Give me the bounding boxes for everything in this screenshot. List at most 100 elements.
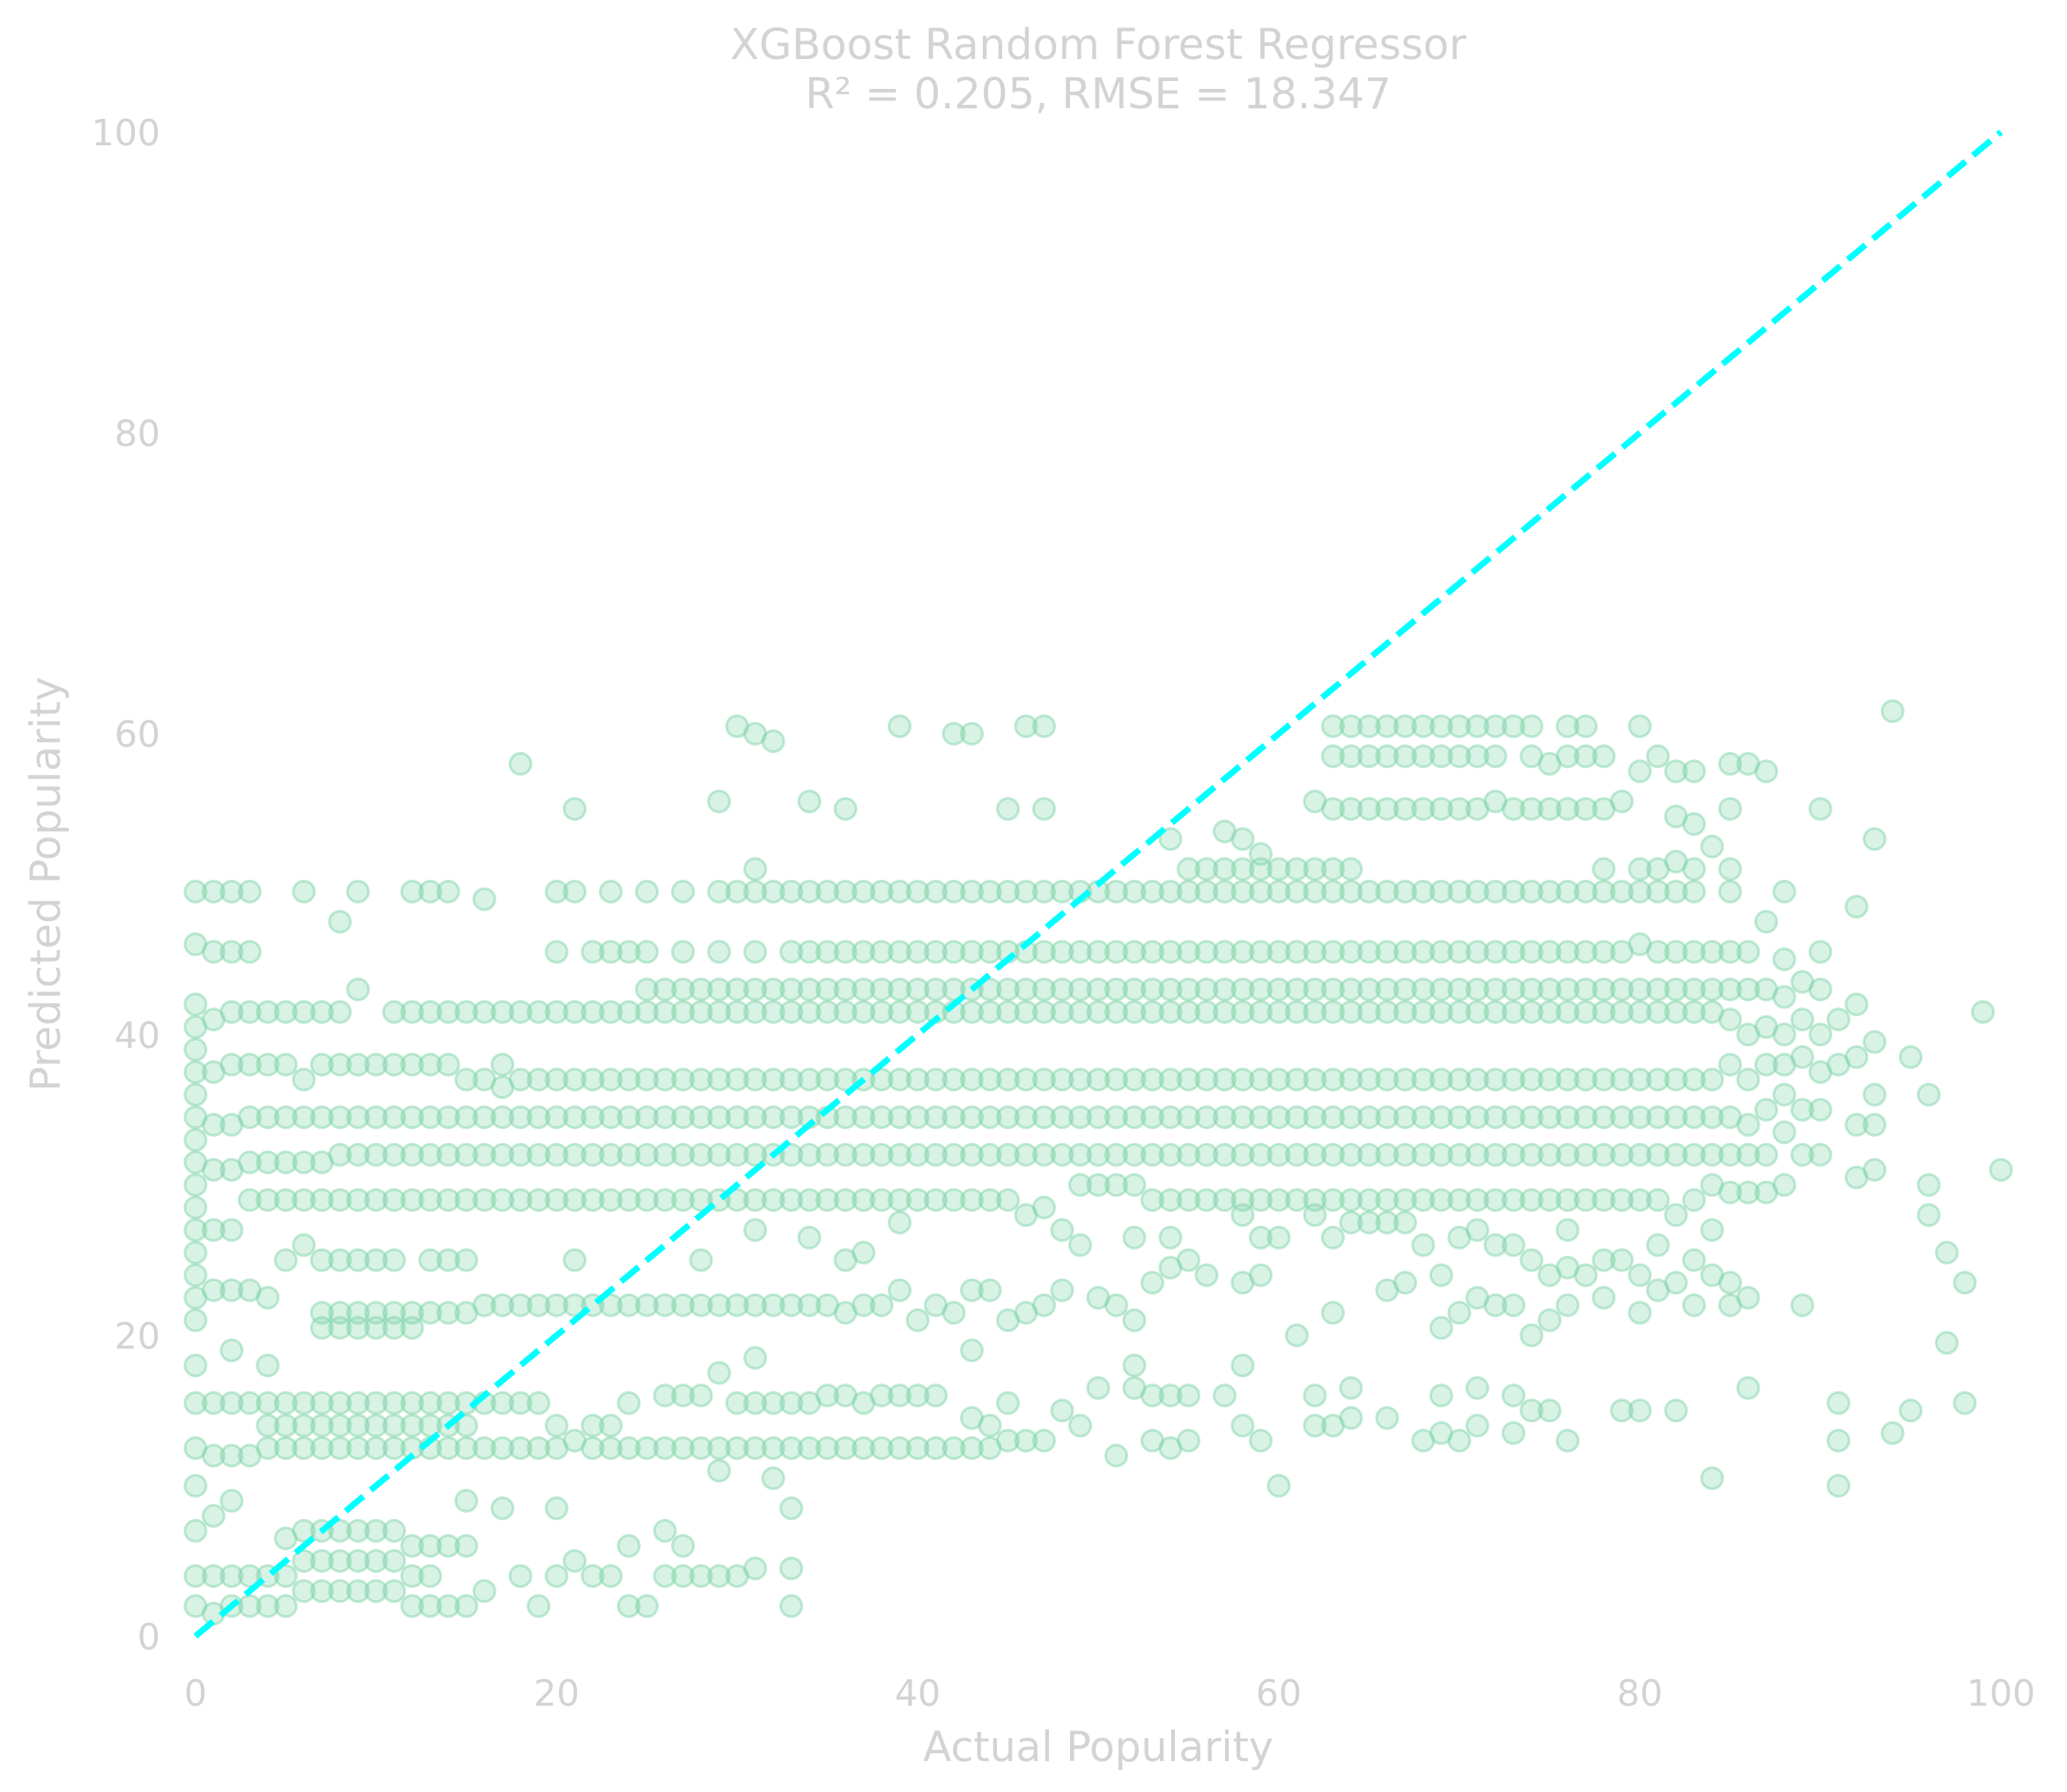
scatter-point <box>1158 1225 1183 1250</box>
scatter-point <box>905 1383 930 1408</box>
scatter-point <box>833 880 858 903</box>
scatter-point <box>960 940 984 964</box>
scatter-point <box>382 999 406 1024</box>
scatter-point <box>1303 857 1327 881</box>
scatter-point <box>1411 1233 1436 1257</box>
scatter-point <box>1014 880 1038 903</box>
scatter-point <box>1357 880 1381 903</box>
scatter-point <box>202 1390 225 1415</box>
scatter-point <box>400 1534 424 1558</box>
scatter-point <box>1249 999 1273 1024</box>
scatter-point <box>1628 1142 1652 1167</box>
scatter-point <box>1610 999 1634 1024</box>
scatter-point <box>1375 977 1399 1002</box>
scatter-point <box>1736 1067 1761 1092</box>
scatter-point <box>1141 999 1164 1024</box>
scatter-point <box>1429 1383 1453 1408</box>
scatter-point <box>1808 1142 1833 1167</box>
scatter-point <box>1285 1323 1309 1347</box>
scatter-point <box>1213 1188 1237 1213</box>
scatter-point <box>797 1188 822 1213</box>
scatter-point <box>599 1067 623 1092</box>
scatter-point <box>1230 880 1255 903</box>
scatter-point <box>869 1188 894 1213</box>
scatter-point <box>1285 880 1309 903</box>
scatter-point <box>1736 940 1761 964</box>
scatter-point <box>1429 999 1453 1024</box>
scatter-point <box>1664 849 1688 874</box>
scatter-point <box>1736 1286 1761 1310</box>
scatter-point <box>202 1112 225 1137</box>
scatter-point <box>454 1436 478 1460</box>
scatter-point <box>1880 699 1905 724</box>
scatter-point <box>238 880 262 903</box>
scatter-point <box>400 880 424 903</box>
scatter-point <box>671 1293 695 1317</box>
scatter-point <box>653 1518 677 1543</box>
scatter-point <box>1935 1331 1959 1355</box>
y-tick-label: 0 <box>137 1616 160 1658</box>
scatter-point <box>833 1105 858 1130</box>
scatter-point <box>671 1383 695 1408</box>
scatter-point <box>1736 1375 1761 1400</box>
scatter-point <box>960 1105 984 1130</box>
scatter-point <box>418 1188 442 1213</box>
scatter-point <box>1465 744 1489 769</box>
scatter-point <box>1194 940 1219 964</box>
scatter-point <box>888 1436 912 1460</box>
scatter-point <box>544 1564 569 1589</box>
scatter-point <box>1266 1142 1291 1167</box>
scatter-point <box>238 1188 262 1213</box>
scatter-point <box>941 1301 966 1325</box>
scatter-point <box>1808 1022 1833 1047</box>
scatter-point <box>1303 977 1327 1002</box>
scatter-point <box>1303 1142 1327 1167</box>
scatter-point <box>1646 1142 1670 1167</box>
scatter-point <box>544 880 569 903</box>
scatter-point <box>1538 1398 1561 1423</box>
scatter-point <box>1736 751 1761 776</box>
scatter-point <box>616 1594 641 1619</box>
scatter-point <box>852 977 875 1002</box>
scatter-point <box>671 1188 695 1213</box>
scatter-point <box>978 1188 1002 1213</box>
scatter-point <box>1321 1301 1345 1325</box>
scatter-point <box>400 1301 424 1325</box>
scatter-point <box>1285 999 1309 1024</box>
scatter-point <box>1502 1233 1525 1257</box>
scatter-point <box>527 1390 550 1415</box>
scatter-point <box>346 1316 370 1340</box>
scatter-point <box>1718 940 1742 964</box>
scatter-point <box>1122 999 1147 1024</box>
scatter-point <box>346 1413 370 1438</box>
scatter-point <box>1574 977 1598 1002</box>
scatter-point <box>1790 1142 1814 1167</box>
scatter-point <box>255 1353 280 1378</box>
scatter-point <box>635 1436 659 1460</box>
scatter-point <box>183 1263 208 1287</box>
scatter-point <box>1447 1142 1472 1167</box>
scatter-point <box>382 1248 406 1272</box>
scatter-point <box>1519 880 1544 903</box>
scatter-point <box>779 999 803 1024</box>
scatter-point <box>400 1413 424 1438</box>
scatter-point <box>400 1188 424 1213</box>
scatter-point <box>653 1436 677 1460</box>
scatter-point <box>797 880 822 903</box>
scatter-point <box>382 1301 406 1325</box>
scatter-point <box>1899 1398 1923 1423</box>
scatter-point <box>527 1105 550 1130</box>
scatter-point <box>869 1105 894 1130</box>
scatter-point <box>1447 1067 1472 1092</box>
scatter-point <box>527 1142 550 1167</box>
scatter-point <box>292 1579 316 1604</box>
scatter-point <box>1682 1067 1706 1092</box>
scatter-point <box>599 940 623 964</box>
scatter-point <box>436 1436 461 1460</box>
scatter-point <box>418 1534 442 1558</box>
scatter-point <box>1591 744 1616 769</box>
scatter-point <box>797 1067 822 1092</box>
reference-diagonal-line <box>193 129 2004 1639</box>
scatter-point <box>274 1564 298 1589</box>
scatter-point <box>364 1142 388 1167</box>
